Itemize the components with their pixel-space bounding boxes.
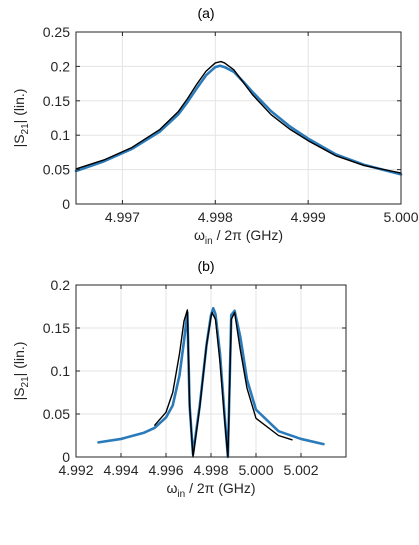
y-tick-label: 0.15 bbox=[43, 93, 70, 109]
y-tick-label: 0 bbox=[62, 196, 70, 212]
fit-line bbox=[154, 309, 293, 458]
x-tick-label: 5.000 bbox=[383, 209, 418, 225]
x-tick-label: 4.998 bbox=[193, 462, 228, 478]
x-tick-label: 4.998 bbox=[198, 209, 233, 225]
x-tick-label: 4.997 bbox=[105, 209, 140, 225]
y-axis-label: |S21| (lin.) bbox=[11, 342, 31, 401]
y-tick-label: 0.05 bbox=[43, 162, 70, 178]
x-tick-label: 4.996 bbox=[148, 462, 183, 478]
x-tick-label: 4.992 bbox=[58, 462, 93, 478]
x-tick-label: 4.994 bbox=[103, 462, 138, 478]
x-tick-label: 4.999 bbox=[291, 209, 326, 225]
x-tick-label: 5.000 bbox=[238, 462, 273, 478]
measured-data-line bbox=[74, 64, 403, 176]
y-tick-label: 0.2 bbox=[51, 277, 71, 293]
y-tick-label: 0 bbox=[62, 449, 70, 465]
panel-a-label: (a) bbox=[197, 5, 214, 21]
y-tick-label: 0.1 bbox=[51, 363, 71, 379]
y-axis-label: |S21| (lin.) bbox=[11, 89, 31, 148]
x-axis-label: ωin / 2π (GHz) bbox=[166, 480, 255, 500]
panel-b-chart: 4.992 4.994 4.996 4.998 5.000 5.002 0 0.05 0.1 0.… bbox=[11, 277, 347, 500]
axes-frame bbox=[75, 31, 402, 205]
y-tick-label: 0.1 bbox=[51, 127, 71, 143]
y-tick-label: 0.05 bbox=[43, 406, 70, 422]
y-tick-label: 0.25 bbox=[43, 24, 70, 40]
x-axis-label: ωin / 2π (GHz) bbox=[194, 227, 283, 247]
panel-b-label: (b) bbox=[197, 258, 214, 274]
y-tick-label: 0.2 bbox=[51, 58, 71, 74]
y-tick-label: 0.15 bbox=[43, 320, 70, 336]
x-tick-label: 5.002 bbox=[283, 462, 318, 478]
fit-line bbox=[75, 60, 402, 174]
panel-a-chart: 4.997 4.998 4.999 5.000 0 0.05 0.1 0.15 0.2 0.25 ω… bbox=[11, 24, 419, 247]
